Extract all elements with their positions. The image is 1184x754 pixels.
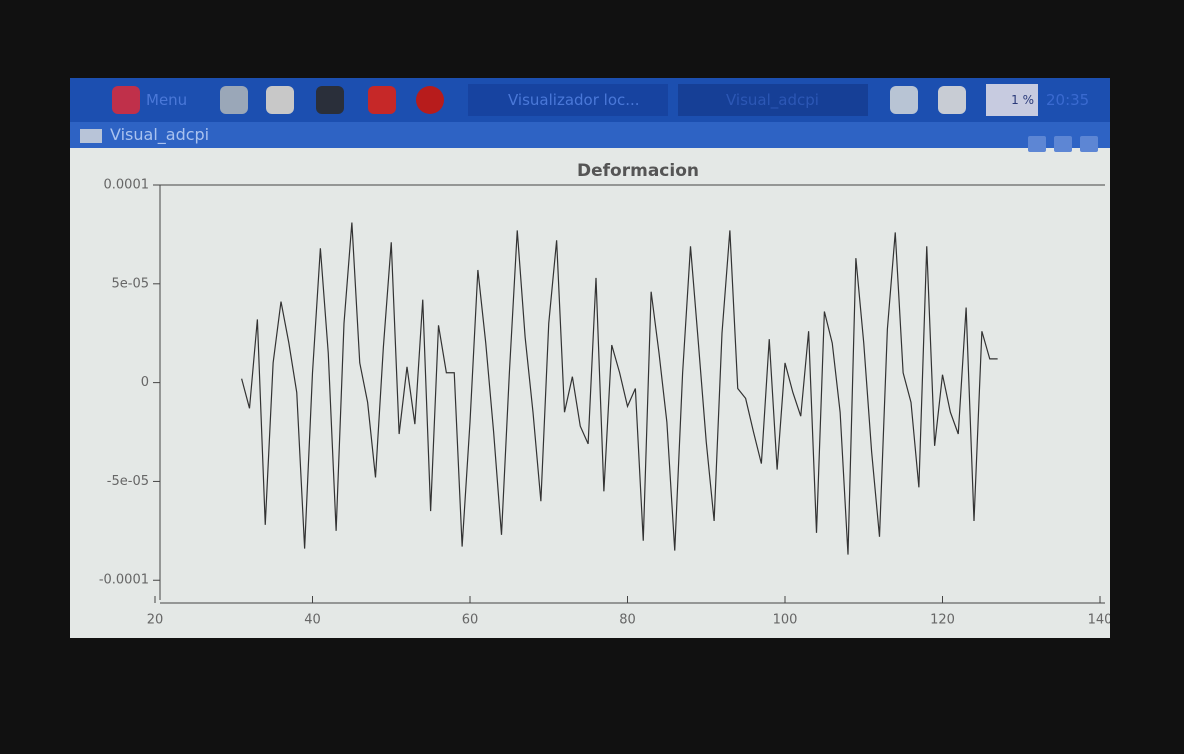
launcher-icon[interactable]: [266, 86, 294, 114]
launcher-icon[interactable]: [368, 86, 396, 114]
x-tick-label: 120: [930, 613, 955, 628]
cpu-monitor: 1 %: [986, 84, 1038, 116]
data-line: [241, 222, 998, 555]
network-icon[interactable]: [890, 86, 918, 114]
screen: Menu Visualizador loc... Visual_adcpi 1 …: [70, 78, 1110, 638]
taskbar: Menu Visualizador loc... Visual_adcpi 1 …: [70, 78, 1110, 122]
menu-icon[interactable]: [112, 86, 140, 114]
launcher-icon[interactable]: [316, 86, 344, 114]
x-tick-label: 40: [304, 613, 321, 628]
y-tick-label: 5e-05: [111, 276, 149, 291]
y-tick-label: 0.0001: [104, 178, 150, 193]
chart: Deformacion -0.0001 -5e-05 0 5e-05 0.0001 20 4…: [99, 161, 1110, 628]
y-tick-label: 0: [141, 375, 149, 390]
window-icon: [80, 128, 102, 143]
x-tick-label: 80: [619, 613, 636, 628]
maximize-button[interactable]: [1054, 136, 1072, 152]
window-title-bar: Visual_adcpi: [70, 122, 1110, 148]
x-tick-label: 60: [462, 613, 479, 628]
task-button[interactable]: Visual_adcpi: [678, 84, 868, 116]
minimize-button[interactable]: [1028, 136, 1046, 152]
chart-title: Deformacion: [577, 161, 699, 181]
volume-icon[interactable]: [938, 86, 966, 114]
clock: 20:35: [1046, 91, 1090, 109]
y-tick-label: -0.0001: [99, 573, 149, 588]
y-tick-label: -5e-05: [107, 474, 149, 489]
x-tick-label: 100: [773, 613, 798, 628]
launcher-icon[interactable]: [220, 86, 248, 114]
x-tick-label: 20: [147, 613, 164, 628]
task-button[interactable]: Visualizador loc...: [468, 84, 668, 116]
window-title: Visual_adcpi: [110, 125, 210, 144]
close-button[interactable]: [1080, 136, 1098, 152]
launcher-icon[interactable]: [416, 86, 444, 114]
menu-button[interactable]: Menu: [146, 91, 188, 109]
x-tick-label: 140: [1088, 613, 1110, 628]
